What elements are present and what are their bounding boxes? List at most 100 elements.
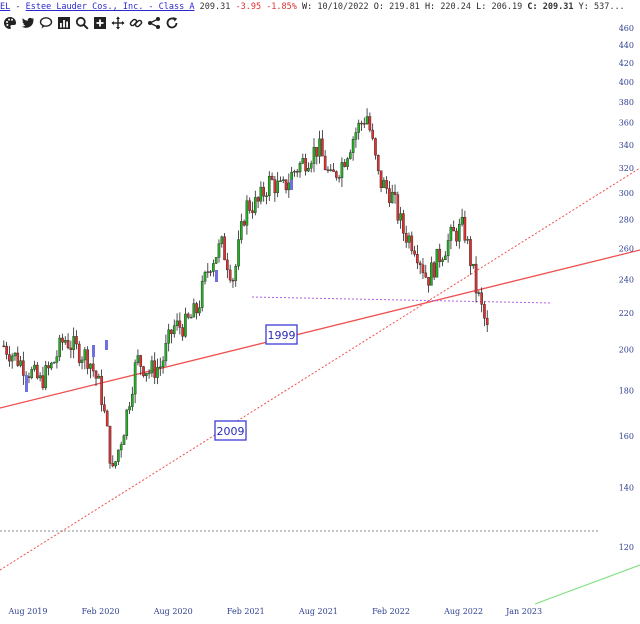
y-tick-label: 460 [619, 24, 634, 33]
candle-body [217, 243, 221, 258]
candle-body [22, 360, 25, 376]
candle-body [441, 259, 444, 262]
candle-body [189, 316, 193, 319]
candle-body [460, 217, 464, 225]
candle-body [424, 272, 428, 278]
y-tick-label: 320 [619, 164, 634, 173]
candle-body [354, 132, 358, 140]
candle-body [477, 292, 481, 294]
candle-body [103, 404, 106, 412]
y-tick-label: 400 [619, 78, 634, 87]
search-button[interactable] [74, 15, 90, 31]
support-line [251, 296, 553, 304]
candle-body [346, 158, 349, 167]
y-axis: 120 140 160 180 200 220 240 260 280 300 320 340 360 3… [619, 24, 634, 552]
y-tick-label: 360 [619, 119, 634, 128]
annotation-2009[interactable]: 2009 [214, 420, 247, 441]
candle-body [139, 355, 143, 367]
x-tick-label: Aug 2021 [298, 607, 338, 616]
ticker-link[interactable]: EL [0, 2, 11, 12]
candle-body [186, 313, 190, 318]
low-label: L: [476, 2, 487, 12]
candle-body [474, 263, 478, 294]
move-icon [111, 16, 125, 30]
quote-header: EL - Estee Lauder Cos., Inc. - Class A 2… [0, 0, 640, 14]
candle-body [418, 262, 422, 266]
candle-body [435, 248, 439, 278]
annotation-1999[interactable]: 1999 [265, 324, 298, 345]
y-tick-label: 260 [619, 244, 634, 253]
low-value: 206.19 [491, 2, 523, 12]
candle-body [421, 264, 425, 274]
open-label: O: [373, 2, 384, 12]
annotation-1999-label: 1999 [268, 329, 296, 342]
y-tick-label: 180 [619, 386, 634, 395]
candle-body [393, 191, 397, 195]
candle-body [254, 197, 257, 213]
candle-body [214, 257, 218, 264]
candle-body [237, 239, 240, 267]
candle-body [298, 162, 302, 173]
candle-body [30, 369, 34, 378]
candle-body [463, 217, 467, 241]
candle-body [50, 362, 53, 369]
trendline-2009 [0, 167, 640, 571]
candle-body [223, 236, 226, 261]
candle-body [427, 277, 430, 286]
refresh-button[interactable] [164, 15, 180, 31]
y-tick-label: 140 [619, 483, 634, 492]
candle-body [404, 233, 408, 243]
x-tick-label: Feb 2021 [227, 607, 265, 616]
candle-body [231, 279, 235, 282]
candle-body [438, 248, 442, 262]
candle-body [13, 352, 17, 357]
pan-button[interactable] [110, 15, 126, 31]
candle-body [416, 254, 419, 264]
volume-value: 537... [593, 2, 625, 12]
candle-body [91, 363, 95, 372]
candle-body [304, 158, 307, 172]
close-value: 209.31 [542, 2, 574, 12]
candlesticks [2, 108, 489, 469]
candle-body [2, 345, 6, 348]
candle-body [158, 366, 162, 369]
company-name-link[interactable]: Estee Lauder Cos., Inc. - Class A [25, 2, 195, 12]
x-tick-label: Feb 2022 [372, 607, 410, 616]
chart-bars-icon [58, 17, 70, 29]
candle-body [385, 180, 388, 189]
y-tick-label: 280 [619, 216, 634, 225]
long-term-trendline [534, 564, 640, 605]
candle-body [357, 122, 360, 133]
candle-body [242, 221, 246, 226]
candle-body [86, 349, 89, 369]
zoom-in-icon [94, 17, 106, 29]
candle-body [145, 373, 148, 377]
candle-body [407, 235, 411, 243]
candle-body [170, 329, 173, 335]
candle-body [351, 139, 355, 153]
candle-body [94, 370, 98, 379]
candle-body [41, 375, 45, 389]
event-marker [25, 375, 28, 392]
candle-body [100, 376, 103, 405]
palette-button[interactable] [2, 15, 18, 31]
share-button[interactable] [146, 15, 162, 31]
candle-body [469, 239, 472, 267]
zoom-button[interactable] [92, 15, 108, 31]
candle-body [125, 409, 129, 436]
twitter-button[interactable] [20, 15, 36, 31]
link-button[interactable] [128, 15, 144, 31]
share-icon [148, 17, 160, 29]
chart-type-button[interactable] [56, 15, 72, 31]
candle-body [33, 364, 36, 370]
link-icon [129, 18, 143, 28]
candle-body [279, 180, 282, 182]
y-tick-label: 220 [619, 309, 634, 318]
candle-body [209, 271, 212, 273]
comment-button[interactable] [38, 15, 54, 31]
candle-body [329, 169, 333, 171]
candle-body [410, 235, 414, 252]
last-price: 209.31 [199, 2, 231, 12]
candle-body [293, 171, 296, 173]
